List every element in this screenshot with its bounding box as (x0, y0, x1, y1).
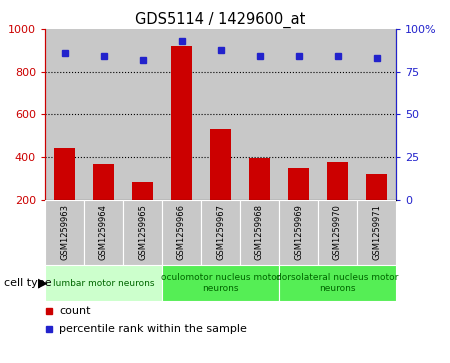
Bar (357, 200, 396, 265)
Bar (279, 200, 318, 265)
Bar (123, 29, 162, 200)
Text: GSM1259963: GSM1259963 (60, 204, 69, 260)
Title: GDS5114 / 1429600_at: GDS5114 / 1429600_at (135, 12, 306, 28)
Text: lumbar motor neurons: lumbar motor neurons (53, 279, 154, 287)
Bar (357, 29, 396, 200)
Bar (54, 148, 75, 200)
Bar (171, 46, 192, 200)
Bar (45, 265, 162, 301)
Bar (162, 265, 279, 301)
Bar (132, 182, 153, 200)
Bar (162, 200, 201, 265)
Bar (201, 29, 240, 200)
Bar (279, 29, 318, 200)
Text: GSM1259965: GSM1259965 (138, 204, 147, 260)
Text: GSM1259966: GSM1259966 (177, 204, 186, 260)
Bar (279, 265, 396, 301)
Bar (162, 29, 201, 200)
Bar (318, 200, 357, 265)
Bar (45, 29, 84, 200)
Bar (366, 174, 387, 200)
Bar (201, 200, 240, 265)
Text: oculomotor nucleus motor
neurons: oculomotor nucleus motor neurons (161, 273, 280, 293)
Bar (45, 200, 84, 265)
Text: GSM1259964: GSM1259964 (99, 204, 108, 260)
Text: GSM1259967: GSM1259967 (216, 204, 225, 260)
Bar (210, 129, 231, 200)
Text: GSM1259968: GSM1259968 (255, 204, 264, 260)
Bar (288, 168, 309, 200)
Text: count: count (59, 306, 90, 316)
Bar (84, 29, 123, 200)
Bar (327, 162, 348, 200)
Bar (240, 29, 279, 200)
Text: GSM1259971: GSM1259971 (372, 204, 381, 260)
Text: cell type: cell type (4, 278, 52, 288)
Bar (249, 158, 270, 200)
Text: ▶: ▶ (38, 277, 48, 290)
Bar (93, 164, 114, 200)
Bar (123, 200, 162, 265)
Bar (240, 200, 279, 265)
Bar (84, 200, 123, 265)
Bar (318, 29, 357, 200)
Text: dorsolateral nucleus motor
neurons: dorsolateral nucleus motor neurons (276, 273, 399, 293)
Text: GSM1259969: GSM1259969 (294, 204, 303, 260)
Text: GSM1259970: GSM1259970 (333, 204, 342, 260)
Text: percentile rank within the sample: percentile rank within the sample (59, 324, 247, 334)
